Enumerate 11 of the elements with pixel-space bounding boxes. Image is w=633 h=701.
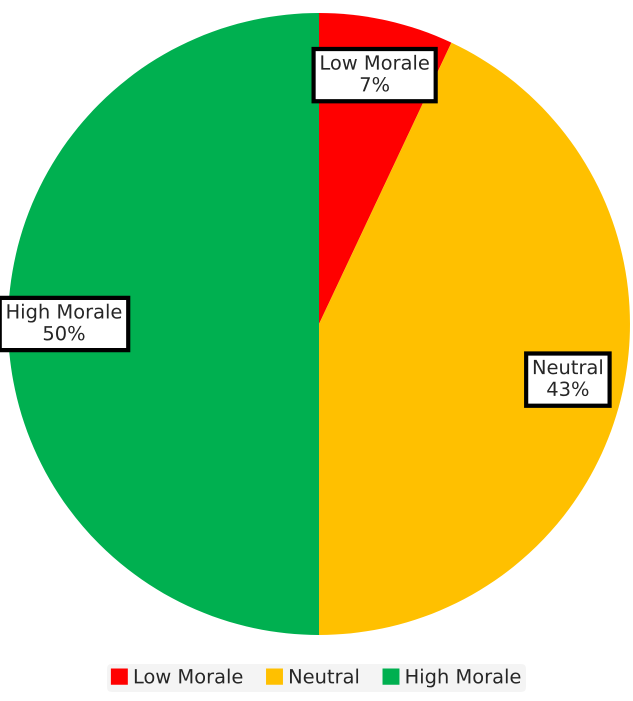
data-label: 43%: [547, 381, 588, 396]
pie-slice: [319, 42, 630, 635]
slice-label: Low Morale: [321, 54, 429, 70]
pie-slice: [8, 13, 319, 635]
slice-label: Neutral: [534, 359, 602, 374]
legend-label: Low Morale: [134, 668, 242, 684]
data-label: 7%: [360, 76, 389, 92]
data-label: 50%: [44, 326, 85, 341]
slice-label: High Morale: [7, 304, 122, 323]
legend-label: High Morale: [406, 668, 520, 688]
legend-label: Neutral: [290, 668, 358, 684]
